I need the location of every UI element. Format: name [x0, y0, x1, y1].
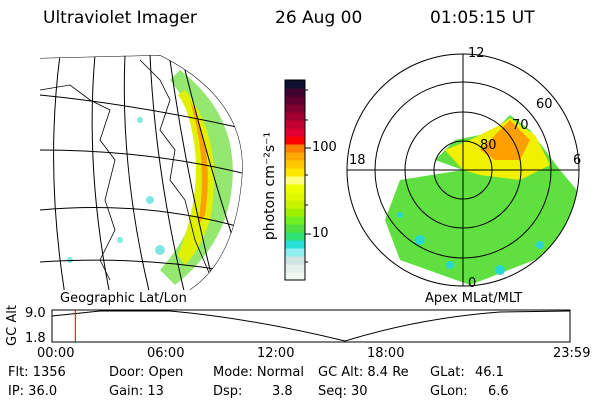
xtick: 12:00	[257, 346, 295, 361]
colorbar-swatch	[285, 240, 305, 249]
colorbar-swatch	[285, 272, 305, 281]
time-label: 01:05:15 UT	[430, 8, 535, 28]
sequence: Seq: 30	[318, 384, 368, 399]
colorbar-swatch	[285, 136, 305, 145]
xtick: 18:00	[367, 346, 405, 361]
colorbar-swatch	[285, 80, 305, 89]
geographic-map	[40, 55, 243, 290]
ytick-1.8: 1.8	[25, 331, 46, 346]
colorbar-label: photon cm⁻²s⁻¹	[262, 131, 278, 241]
mode-value: Mode: Normal	[213, 365, 304, 380]
flight-number: Flt: 1356	[8, 365, 66, 380]
mlt-label-0: 0	[468, 276, 477, 291]
mlt-label-6: 6	[573, 153, 582, 168]
glon-value: 6.6	[488, 384, 509, 399]
lat-label-80: 80	[480, 138, 497, 153]
glat-label: GLat:	[430, 365, 465, 380]
door-status: Door: Open	[109, 365, 184, 380]
gc-altitude: GC Alt: 8.4 Re	[318, 365, 409, 380]
gain-value: Gain: 13	[109, 384, 164, 399]
dsp-label: Dsp:	[213, 384, 243, 399]
xtick: 00:00	[37, 346, 75, 361]
colorbar-swatch	[285, 176, 305, 185]
colorbar-swatch	[285, 256, 305, 265]
colorbar-swatch	[285, 104, 305, 113]
dsp-value: 3.8	[272, 384, 293, 399]
mlt-label-12: 12	[468, 46, 485, 61]
date-label: 26 Aug 00	[275, 8, 363, 28]
glon-label: GLon:	[430, 384, 468, 399]
mlt-label-18: 18	[349, 153, 366, 168]
glat-value: 46.1	[475, 365, 504, 380]
altitude-ylabel: GC Alt	[4, 305, 20, 346]
colorbar-tick-100: 100	[312, 140, 337, 155]
colorbar-swatch	[285, 160, 305, 169]
colorbar-swatch	[285, 184, 305, 193]
lat-label-70: 70	[512, 118, 529, 133]
instrument-title: Ultraviolet Imager	[43, 8, 197, 28]
polar-mlat-mlt-plot	[346, 53, 580, 287]
colorbar-swatch	[285, 264, 305, 273]
colorbar-swatch	[285, 96, 305, 105]
colorbar	[285, 80, 305, 281]
ytick-9: 9.0	[25, 306, 46, 321]
colorbar-swatch	[285, 224, 305, 233]
colorbar-swatch	[285, 144, 305, 153]
colorbar-swatch	[285, 232, 305, 241]
colorbar-swatch	[285, 200, 305, 209]
colorbar-swatch	[285, 208, 305, 217]
lat-label-60: 60	[536, 97, 553, 112]
colorbar-swatch	[285, 128, 305, 137]
colorbar-swatch	[285, 112, 305, 121]
colorbar-tick-10: 10	[312, 226, 329, 241]
colorbar-swatch	[285, 192, 305, 201]
colorbar-swatch	[285, 248, 305, 257]
xtick: 23:59	[553, 346, 591, 361]
colorbar-swatch	[285, 168, 305, 177]
altitude-plot	[51, 309, 571, 343]
colorbar-swatch	[285, 152, 305, 161]
apex-label: Apex MLat/MLT	[425, 291, 523, 306]
xtick: 06:00	[147, 346, 185, 361]
colorbar-swatch	[285, 120, 305, 129]
geographic-label: Geographic Lat/Lon	[60, 291, 187, 306]
colorbar-swatch	[285, 216, 305, 225]
ip-value: IP: 36.0	[8, 384, 58, 399]
colorbar-swatch	[285, 88, 305, 97]
